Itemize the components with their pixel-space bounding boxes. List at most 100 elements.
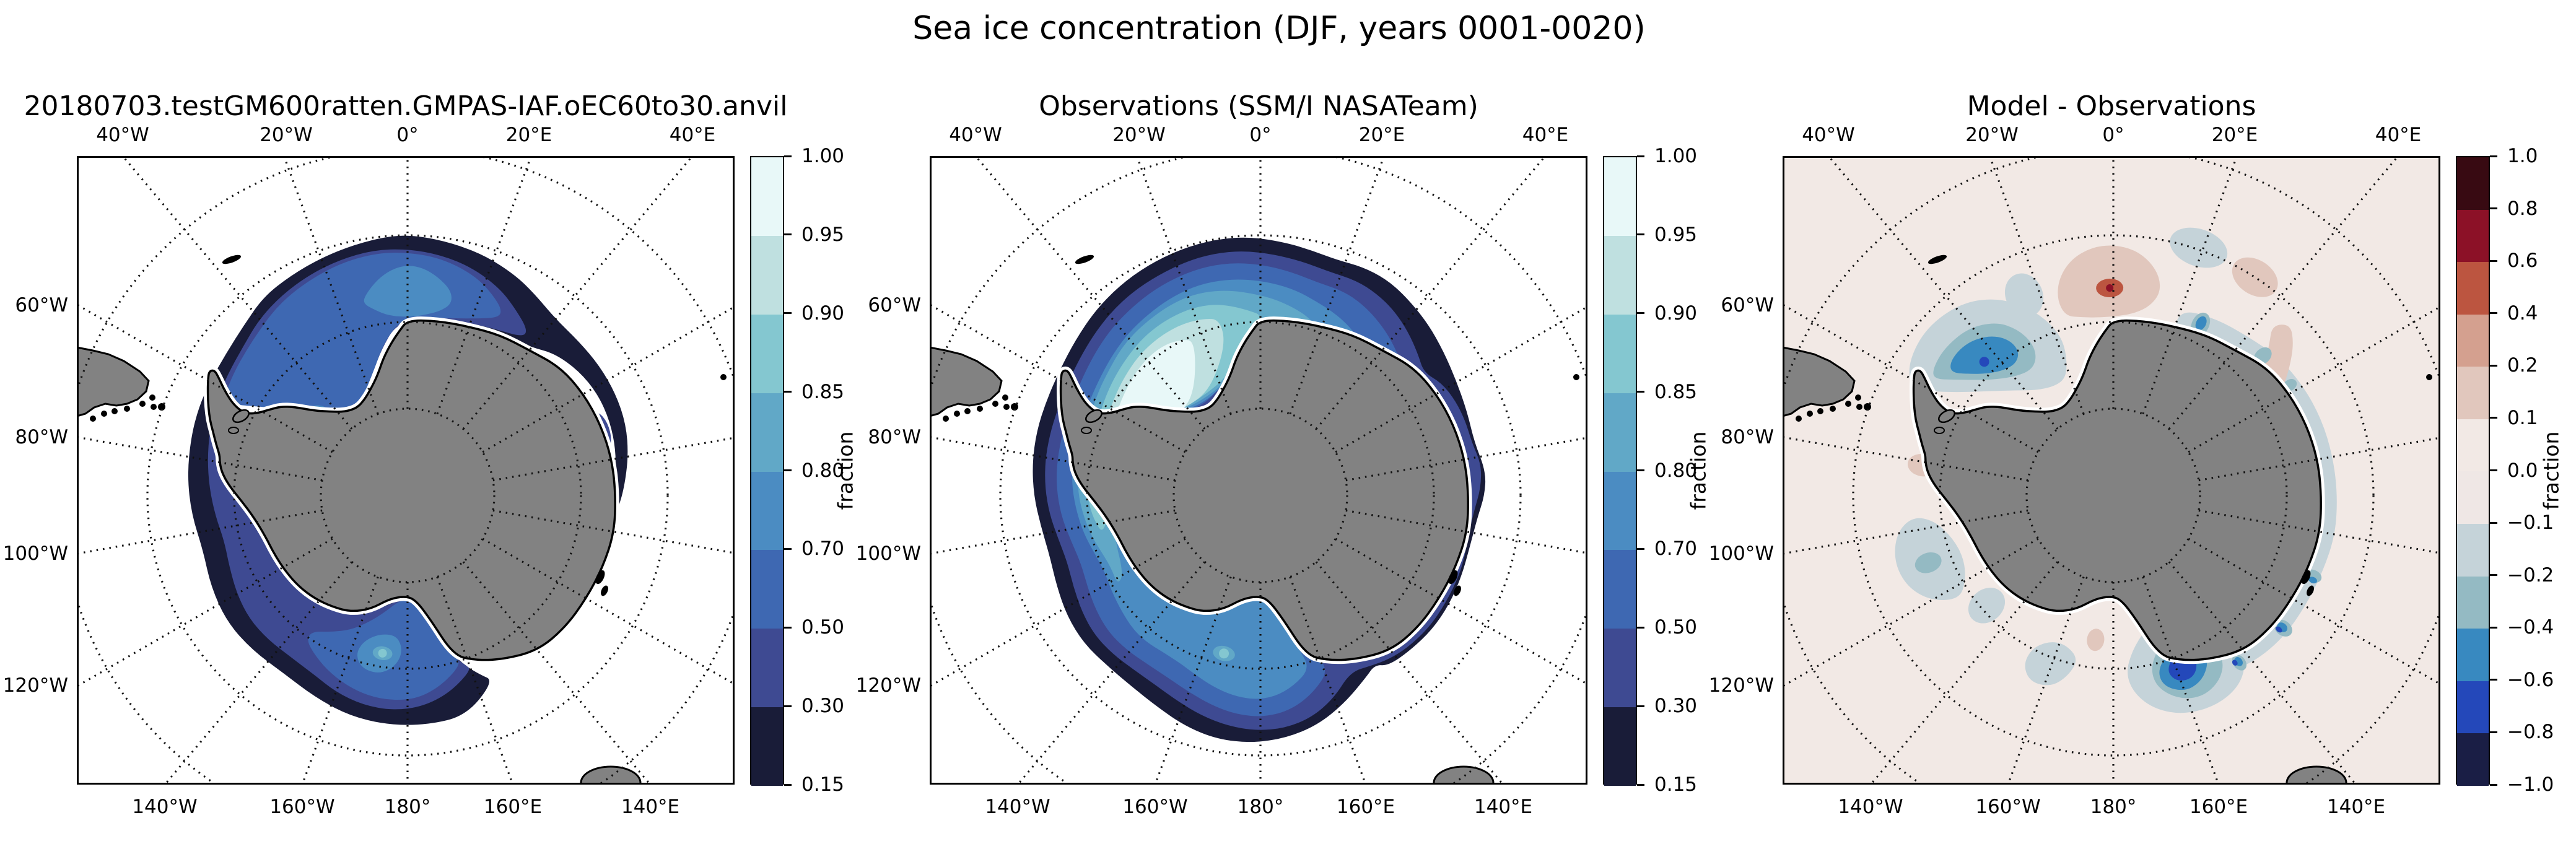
colorbar-tick-label: 0.70 [801,538,845,560]
colorbar-segment [2457,733,2489,786]
top-axis-label: 20°W [260,124,313,146]
south-america-land [77,346,150,417]
colorbar-tick-label: 1.00 [801,145,845,167]
colorbar-segment [2457,681,2489,734]
colorbar-segment [1604,707,1636,786]
ice-spot [378,648,387,658]
top-axis-label: 0° [396,124,419,146]
colorbar-tick [2490,783,2497,786]
ice-spot [2308,577,2317,584]
bottom-axis-label: 140°W [985,796,1050,818]
colorbar-tick-label: −0.8 [2507,721,2554,744]
colorbar-tick-label: 0.95 [801,223,845,246]
map-model [77,156,735,785]
panel-title-diff: Model - Observations [1967,90,2256,122]
colorbar-segment [751,707,783,786]
ice-spot [1968,588,2006,624]
island [1845,401,1851,407]
colorbar-tick [2490,469,2497,471]
island [1081,427,1092,434]
ice-spot [2195,316,2207,331]
colorbar-segment [2457,471,2489,525]
bottom-axis-label: 140°W [1838,796,1903,818]
colorbar-tick-label: −0.1 [2507,512,2554,534]
colorbar-tick-label: 0.15 [1654,773,1698,796]
colorbar-tick-label: 0.30 [1654,695,1698,718]
colorbar-tick [1637,626,1644,629]
island [232,409,250,424]
island [1830,406,1836,412]
island [2426,374,2432,380]
ice-spot [2232,660,2238,666]
panel-title-obs: Observations (SSM/I NASATeam) [1039,90,1478,122]
island [1573,374,1579,380]
left-axis-label: 100°W [1708,542,1774,565]
colorbar-tick-label: 0.90 [1654,302,1698,324]
colorbar-tick [2490,207,2497,210]
ice-spot [2004,273,2044,317]
colorbar-tick-label: −0.6 [2507,668,2554,691]
colorbar-tick [2490,679,2497,681]
colorbar-segment [2457,629,2489,681]
island-south-georgia [1928,255,1947,264]
bottom-axis-label: 160°E [1336,796,1395,818]
island [90,416,96,422]
colorbar-tick-label: 0.1 [2507,406,2538,429]
map-svg [930,156,1587,785]
bottom-axis-label: 160°W [269,796,335,818]
island-south-georgia [1075,255,1094,264]
left-axis-label: 60°W [15,294,68,316]
bottom-axis-label: 140°E [1474,796,1533,818]
colorbar-segment [2457,314,2489,367]
colorbar-segment [2457,209,2489,263]
colorbar-obs [1603,156,1637,786]
colorbar-segment [2457,524,2489,577]
island-balleny [595,570,605,585]
left-axis-label: 100°W [855,542,921,565]
colorbar-tick [2490,259,2497,262]
island [943,416,949,422]
colorbar-tick [2490,731,2497,733]
colorbar-tick [784,547,792,550]
colorbar-tick [784,783,792,786]
top-axis-label: 40°E [2375,124,2422,146]
colorbar-tick-label: 0.95 [1654,223,1698,246]
top-axis-label: 0° [1249,124,1272,146]
colorbar-segment [751,314,783,393]
colorbar-tick-label: −1.0 [2507,773,2554,796]
colorbar-tick [2490,312,2497,315]
panel-title-model: 20180703.testGM600ratten.GMPAS-IAF.oEC60… [24,90,788,122]
colorbar-tick [784,705,792,707]
colorbar-tick [784,312,792,315]
colorbar-tick [784,233,792,236]
island [1864,403,1871,411]
colorbar-tick-label: 1.00 [1654,145,1698,167]
island [149,394,155,401]
island [1937,409,1956,424]
graticule [930,156,1587,785]
left-axis-label: 120°W [2,674,68,697]
colorbar-tick-label: 0.8 [2507,197,2538,220]
antarctica-land [1912,319,2322,661]
map-svg [77,156,735,785]
colorbar-tick-label: 0.80 [1654,459,1698,482]
antarctica-land [206,319,616,661]
colorbar-tick-label: −0.4 [2507,616,2554,639]
map-frame [1783,156,2440,785]
island-south-georgia [222,255,242,264]
colorbar-segment [2457,157,2489,210]
island-balleny [1454,585,1461,596]
island [1085,409,1103,424]
top-axis-label: 40°E [669,124,716,146]
colorbar-tick [784,391,792,393]
colorbar-tick [784,155,792,157]
antarctica-land [1059,319,1469,661]
colorbar-segment [1604,235,1636,315]
island-balleny [2307,585,2314,596]
bottom-axis-label: 180° [1237,796,1284,818]
colorbar-segment [2457,419,2489,472]
island [992,401,998,407]
colorbar-segment [1604,157,1636,236]
top-axis-label: 20°E [1358,124,1405,146]
island-balleny [601,585,608,596]
